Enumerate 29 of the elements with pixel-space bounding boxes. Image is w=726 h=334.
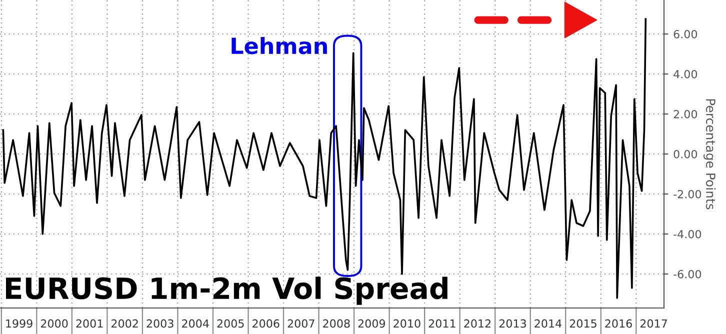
y-tick-label: -2.00 (674, 190, 702, 198)
x-tick-label: 2002 (112, 319, 138, 328)
y-axis-title: Percentage Points (704, 99, 716, 210)
x-tick-label: 2010 (394, 319, 420, 328)
y-tick-label: 0.00 (674, 150, 698, 158)
x-tick-label: 2006 (252, 319, 280, 328)
x-tick-label: 2015 (570, 319, 596, 328)
annotation: Lehman (232, 37, 327, 54)
x-tick-label: 2016 (605, 319, 632, 328)
y-tick-label: 2.00 (674, 110, 698, 118)
x-tick-label: 2017 (640, 319, 667, 328)
x-tick-label: 2012 (464, 319, 490, 328)
y-tick-label: 6.00 (674, 30, 698, 38)
x-tick-label: 2003 (146, 319, 174, 328)
x-tick-label: 2008 (323, 319, 350, 328)
x-tick-label: 2011 (428, 319, 456, 328)
x-tick-label: 2004 (182, 319, 209, 328)
y-tick-label: -6.00 (674, 270, 702, 278)
x-tick-label: 2001 (76, 319, 103, 328)
x-tick-label: 2007 (288, 319, 314, 328)
x-tick-label: 2005 (217, 319, 244, 328)
x-tick-label: 2000 (40, 319, 68, 328)
y-tick-label: -4.00 (674, 230, 702, 238)
x-tick-label: 2009 (358, 319, 386, 328)
text: EURUSD 1m-2m Vol Spread (6, 276, 448, 305)
x-tick-label: 2014 (534, 319, 562, 328)
y-tick-label: 4.00 (674, 70, 698, 78)
x-tick-label: 2013 (499, 319, 526, 328)
x-tick-label: 1999 (6, 319, 32, 328)
